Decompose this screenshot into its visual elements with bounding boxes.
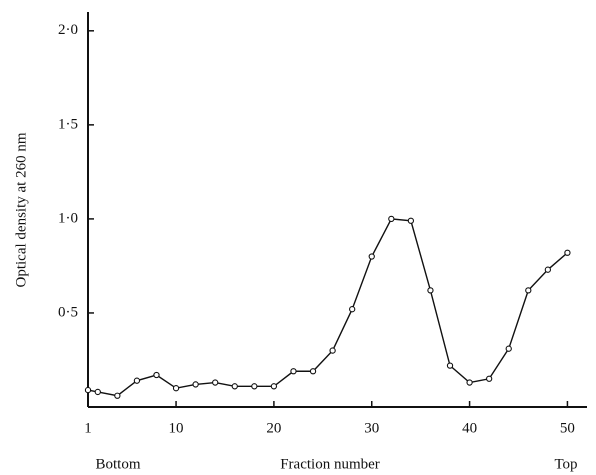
x-tick-label: 10 (169, 420, 184, 436)
data-point (446, 362, 454, 369)
data-point (525, 287, 532, 294)
data-point (251, 383, 258, 390)
data-point (212, 379, 219, 386)
data-point (153, 371, 160, 379)
data-point (133, 377, 141, 384)
data-point (270, 383, 278, 390)
data-point (564, 249, 571, 256)
y-tick-label: 0·5 (58, 304, 78, 320)
data-point (172, 385, 180, 392)
data-point (544, 266, 552, 273)
data-line (87, 218, 568, 397)
data-point (349, 306, 356, 313)
data-point (94, 388, 101, 396)
data-point (290, 368, 297, 375)
data-point (427, 287, 434, 294)
data-point (466, 379, 473, 386)
data-point (231, 383, 238, 390)
data-point (114, 392, 121, 399)
data-point (309, 368, 317, 375)
y-tick-label: 1·5 (58, 116, 78, 132)
data-point (368, 253, 375, 260)
data-point (486, 375, 493, 382)
x-right-label: Top (554, 456, 577, 472)
data-point (505, 345, 512, 352)
y-tick-label: 1·0 (58, 210, 78, 226)
x-axis-label: Fraction number (280, 456, 380, 472)
data-point (192, 381, 199, 388)
y-axis-label: Optical density at 260 nm (13, 132, 29, 287)
y-tick-label: 2·0 (58, 22, 78, 38)
x-tick-label: 1 (84, 420, 92, 436)
x-tick-label: 40 (462, 420, 477, 436)
data-point (388, 215, 395, 223)
x-tick-label: 30 (364, 420, 379, 436)
data-point (329, 347, 336, 354)
x-left-label: Bottom (95, 456, 140, 472)
data-point (84, 386, 92, 394)
data-point (407, 217, 415, 224)
x-tick-label: 20 (266, 420, 281, 436)
x-tick-label: 50 (560, 420, 575, 436)
